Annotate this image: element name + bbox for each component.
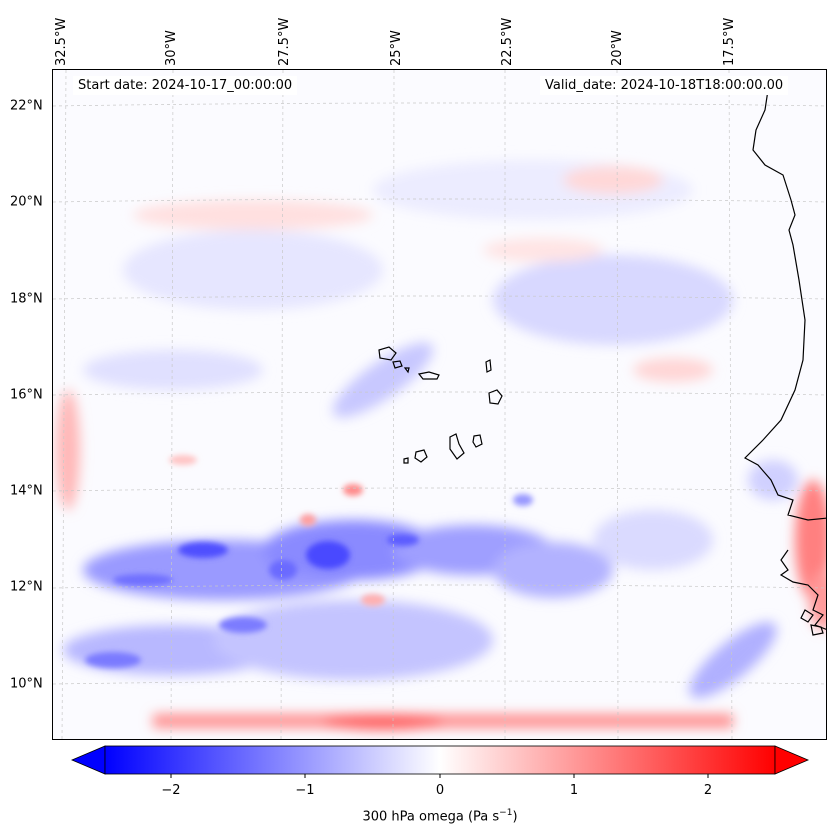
island-sal [485, 359, 492, 373]
field-patch [169, 455, 197, 465]
lon-label: 27.5°W [277, 17, 292, 66]
field-patch [593, 510, 713, 570]
island-sao-vicente [392, 360, 403, 369]
lon-label: 25°W [389, 30, 404, 66]
parallel [53, 487, 826, 492]
lon-label: 17.5°W [722, 17, 737, 66]
parallel [53, 584, 826, 589]
field-patch [493, 255, 733, 345]
field-patch [493, 542, 613, 598]
colorbar-tick-label: 2 [703, 783, 713, 798]
lon-label: 30°W [164, 30, 179, 66]
field-patch [483, 238, 603, 262]
field-patch [85, 652, 141, 668]
field-patch [56, 390, 80, 510]
colorbar-extend-high [774, 745, 810, 775]
coastline [744, 89, 826, 636]
field-patch [83, 350, 263, 390]
colorbar-tick-label: 0 [435, 783, 445, 798]
graticule [53, 70, 826, 739]
africa-coast [779, 549, 826, 630]
island-brava [403, 457, 409, 464]
field-patch [323, 714, 443, 730]
cape-verde-islands [378, 346, 503, 464]
meridian [616, 70, 619, 739]
omega-field [56, 160, 826, 730]
field-patch [361, 594, 385, 606]
parallel [53, 198, 826, 203]
colorbar-title-exponent: −1 [499, 808, 513, 818]
island-boa-vista [488, 389, 503, 405]
island-fogo [414, 449, 428, 463]
parallel [53, 391, 826, 396]
start-date-label: Start date: 2024-10-17_00:00:00 [73, 76, 298, 95]
field-patch [178, 542, 228, 558]
field-patch [343, 484, 363, 496]
field-patch [689, 622, 777, 698]
field-patch [219, 617, 267, 633]
colorbar [70, 745, 810, 778]
field-patch [387, 534, 419, 546]
colorbar-title-main: 300 hPa omega (Pa s [362, 809, 500, 825]
field-patch [153, 714, 733, 728]
lat-label: 18°N [10, 291, 43, 307]
coast-islands [800, 609, 814, 623]
lat-label: 22°N [10, 98, 43, 114]
parallel [53, 102, 826, 107]
field-patch [213, 600, 493, 680]
lat-label: 12°N [10, 579, 43, 595]
lat-label: 14°N [10, 483, 43, 499]
island-santa-luzia [403, 367, 410, 374]
field-patch [123, 230, 383, 310]
lon-label: 32.5°W [54, 17, 69, 66]
lat-label: 10°N [10, 676, 43, 692]
lon-label: 20°W [610, 30, 625, 66]
valid-date-label: Valid_date: 2024-10-18T18:00:00.00 [540, 76, 789, 95]
lon-label: 22.5°W [500, 17, 515, 66]
lat-label: 16°N [10, 387, 43, 403]
island-maio [472, 434, 483, 448]
africa-coast [744, 89, 826, 521]
colorbar-tick-label: 1 [569, 783, 579, 798]
colorbar-tick-label: −2 [161, 783, 181, 798]
colorbar-title: 300 hPa omega (Pa s−1) [362, 808, 517, 824]
field-patch [113, 574, 173, 586]
map-panel [52, 69, 827, 740]
lat-label: 20°N [10, 194, 43, 210]
island-sao-nicolau [417, 371, 440, 380]
parallel [53, 295, 826, 300]
colorbar-body [104, 745, 776, 775]
colorbar-title-end: ) [512, 809, 518, 825]
meridian [61, 70, 67, 739]
colorbar-tick-label: −1 [295, 783, 315, 798]
colorbar-extend-low [70, 745, 106, 775]
coast-islands [810, 624, 824, 636]
field-patch [300, 514, 316, 526]
field-patch [269, 560, 297, 580]
meridian [728, 70, 733, 739]
field-patch [133, 200, 373, 230]
field-patch [748, 460, 798, 500]
meridian [392, 70, 395, 739]
meridian [170, 70, 174, 739]
omega-field-detail [85, 455, 533, 668]
parallel [53, 680, 826, 685]
field-patch [795, 480, 826, 600]
meridian [280, 70, 284, 739]
field-patch [633, 358, 713, 382]
field-patch [332, 342, 434, 418]
island-santiago [449, 433, 465, 460]
omega-field-map [53, 70, 826, 739]
field-patch [563, 166, 663, 194]
field-patch [513, 494, 533, 506]
island-santo-antao [378, 346, 397, 361]
field-patch [306, 541, 350, 569]
